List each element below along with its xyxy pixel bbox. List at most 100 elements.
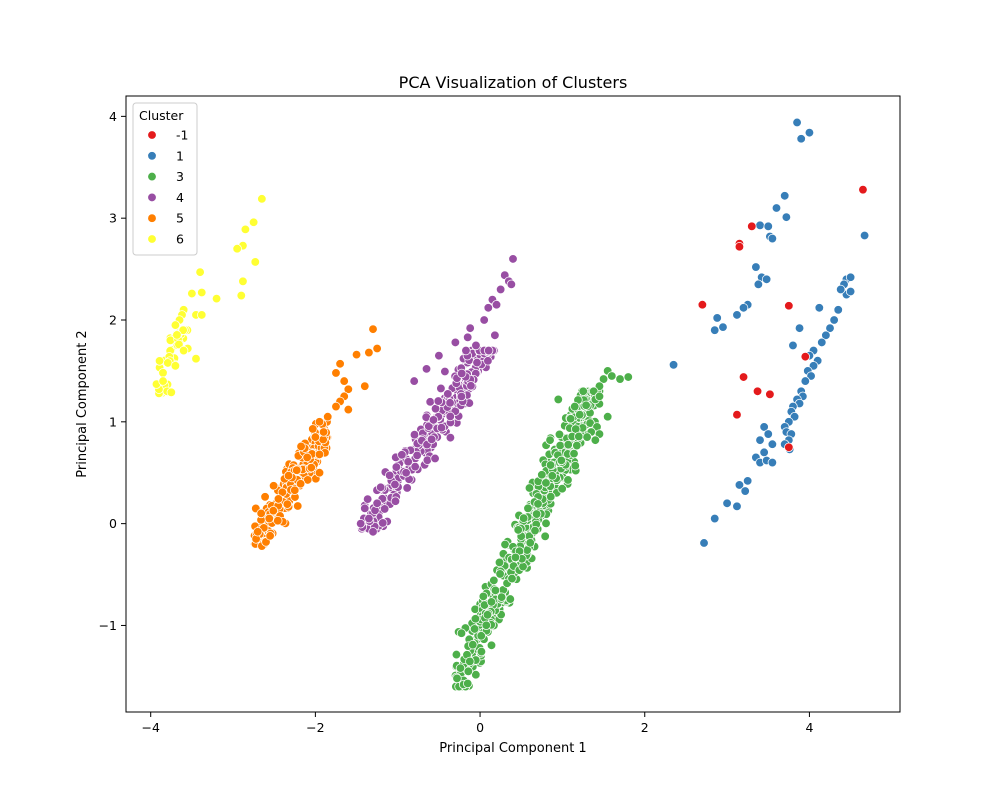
scatter-point-cluster-5 [295, 479, 306, 489]
scatter-point-cluster-1 [763, 429, 773, 439]
scatter-point-cluster-4 [421, 364, 432, 374]
scatter-point-cluster-5 [314, 468, 325, 478]
scatter-point-cluster-4 [378, 518, 388, 528]
scatter-point-cluster-4 [440, 366, 450, 377]
scatter-point-cluster-5 [343, 384, 353, 394]
scatter-point-cluster-4 [445, 411, 455, 422]
scatter-point-cluster-4 [390, 496, 401, 506]
legend-marker--1 [147, 130, 157, 140]
scatter-point-cluster-6 [232, 244, 242, 254]
scatter-point-cluster-4 [372, 498, 382, 508]
scatter-point-cluster-6 [248, 217, 259, 227]
y-tick-label: 3 [109, 211, 117, 226]
scatter-point-cluster-4 [472, 357, 482, 368]
scatter-point-cluster-4 [424, 421, 434, 431]
scatter-point-cluster--1 [765, 389, 775, 400]
y-axis: −1 0 1 2 3 4 [99, 109, 126, 633]
scatter-point-cluster-4 [463, 332, 473, 342]
scatter-point-cluster-4 [384, 470, 395, 481]
scatter-point-cluster--1 [784, 301, 794, 311]
scatter-point-cluster-5 [264, 513, 274, 524]
scatter-point-cluster-4 [483, 356, 493, 366]
scatter-point-cluster-4 [495, 284, 506, 295]
scatter-point-cluster-3 [582, 432, 592, 442]
legend-label: 1 [176, 148, 184, 163]
scatter-point-cluster--1 [784, 442, 794, 452]
scatter-point-cluster-3 [570, 401, 580, 412]
scatter-point-cluster-4 [466, 381, 476, 391]
scatter-point-cluster-3 [496, 592, 507, 602]
scatter-point-cluster-6 [178, 345, 189, 356]
scatter-point-cluster-3 [537, 470, 547, 480]
scatter-point-cluster-4 [360, 503, 370, 514]
legend-marker-6 [147, 234, 157, 244]
scatter-point-cluster-1 [753, 279, 764, 290]
y-tick-label: 1 [109, 414, 117, 429]
scatter-point-cluster-5 [302, 452, 312, 463]
scatter-point-cluster-5 [331, 401, 341, 412]
scatter-point-cluster-4 [457, 368, 467, 379]
scatter-point-cluster-1 [734, 480, 745, 490]
x-axis: −4 −2 0 2 4 [141, 712, 813, 735]
x-axis-label: Principal Component 1 [439, 741, 586, 756]
scatter-point-cluster-1 [788, 340, 798, 351]
scatter-point-cluster-4 [409, 376, 419, 386]
plot-frame [125, 95, 901, 713]
scatter-point-cluster-6 [174, 339, 184, 350]
legend-marker-3 [147, 171, 157, 182]
legend-label: -1 [176, 128, 188, 143]
scatter-point-cluster-4 [403, 457, 413, 467]
scatter-point-cluster-3 [547, 471, 557, 481]
scatter-point-cluster-1 [796, 134, 806, 144]
legend-label: 3 [176, 169, 184, 184]
scatter-point-cluster-1 [710, 513, 720, 524]
scatter-point-cluster-1 [767, 457, 778, 468]
scatter-point-cluster-5 [283, 471, 294, 481]
scatter-point-cluster-5 [323, 412, 333, 422]
scatter-point-cluster-3 [594, 391, 605, 402]
scatter-point-cluster-3 [463, 666, 473, 676]
scatter-point-cluster-5 [335, 359, 345, 369]
scatter-point-cluster-6 [240, 224, 251, 235]
legend-marker-5 [147, 213, 157, 223]
scatter-point-cluster-5 [318, 427, 329, 437]
scatter-point-cluster-1 [794, 323, 805, 333]
scatter-point-cluster-1 [732, 310, 742, 320]
scatter-point-cluster-4 [390, 479, 400, 490]
scatter-point-cluster-3 [615, 374, 625, 384]
scatter-point-cluster-3 [481, 620, 491, 630]
scatter-point-cluster-3 [451, 649, 462, 660]
scatter-point-cluster--1 [732, 410, 742, 420]
scatter-point-cluster-1 [771, 203, 782, 213]
scatter-point-cluster-3 [468, 640, 478, 650]
scatter-point-cluster-5 [292, 465, 302, 475]
y-tick-label: 2 [109, 313, 117, 328]
scatter-point-cluster-1 [845, 272, 856, 282]
scatter-point-cluster-3 [486, 597, 497, 607]
scatter-point-cluster-5 [256, 508, 266, 519]
scatter-point-cluster-4 [426, 434, 437, 444]
scatter-point-cluster-6 [170, 320, 181, 330]
scatter-point-cluster-1 [759, 447, 769, 458]
scatter-point-cluster-3 [525, 538, 535, 548]
scatter-point-cluster-4 [461, 345, 471, 356]
scatter-point-cluster-4 [508, 254, 518, 264]
scatter-point-cluster-3 [590, 435, 601, 445]
scatter-point-cluster-4 [445, 398, 455, 408]
scatter-point-cluster-5 [314, 449, 325, 460]
scatter-point-cluster-6 [197, 310, 207, 320]
scatter-point-cluster-4 [430, 453, 440, 464]
y-tick-label: 0 [109, 516, 117, 531]
scatter-point-cluster-1 [767, 233, 778, 244]
scatter-point-cluster-3 [489, 575, 499, 586]
scatter-point-cluster-1 [755, 435, 765, 445]
scatter-point-cluster-1 [755, 220, 765, 230]
scatter-point-cluster-1 [804, 127, 815, 138]
scatter-point-cluster-4 [428, 415, 439, 425]
scatter-point-cluster-5 [260, 492, 270, 502]
scatter-point-cluster-3 [598, 374, 609, 384]
scatter-point-cluster-3 [452, 673, 462, 684]
scatter-point-cluster-1 [740, 486, 750, 496]
scatter-point-cluster-6 [257, 194, 267, 204]
